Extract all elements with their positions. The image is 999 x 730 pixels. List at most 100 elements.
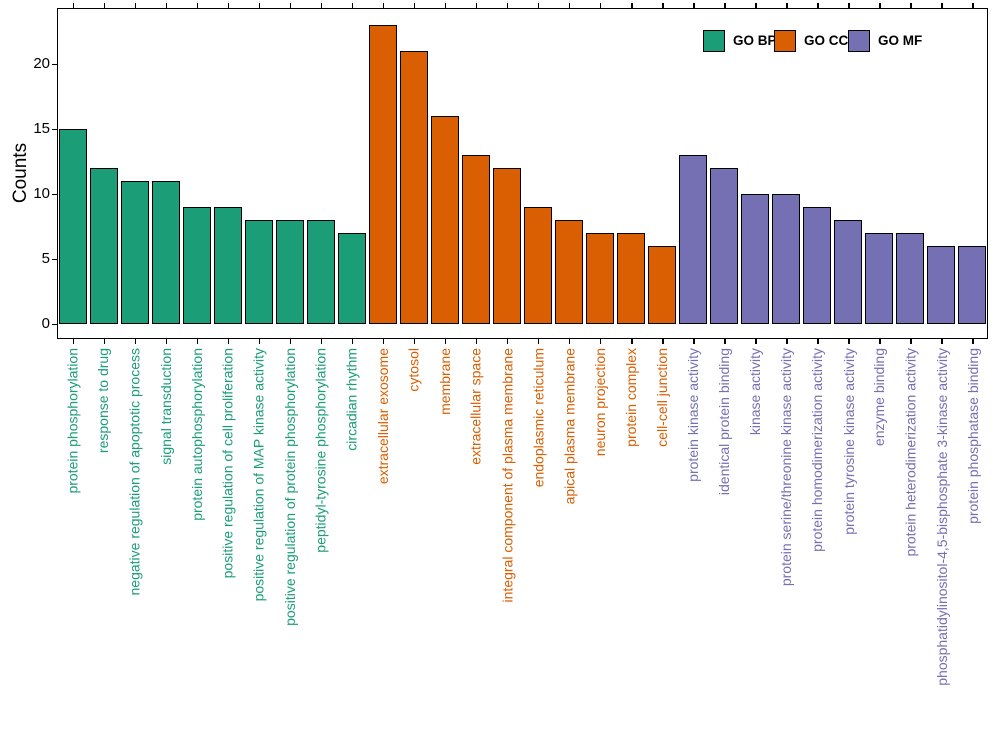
y-axis-tick-label: 20 <box>33 54 50 72</box>
x-axis-label-text: positive regulation of MAP kinase activi… <box>250 348 267 602</box>
x-axis-tick-bottom <box>103 339 105 344</box>
bar <box>524 206 553 324</box>
x-axis-tick-top <box>817 3 819 8</box>
x-axis-tick-top <box>662 3 664 8</box>
x-axis-tick-top <box>506 3 509 8</box>
x-axis-tick-bottom <box>569 339 571 344</box>
bar <box>617 232 646 324</box>
x-axis-tick-bottom <box>72 339 74 344</box>
x-axis-label-text: protein serine/threonine kinase activity <box>778 348 795 587</box>
x-axis-tick-top <box>569 3 571 8</box>
x-axis-label-text: positive regulation of protein phosphory… <box>281 348 298 626</box>
x-axis-tick-top <box>724 3 726 8</box>
bar <box>834 219 863 324</box>
x-axis-tick-top <box>351 3 354 8</box>
x-axis-label-text: enzyme binding <box>871 348 888 447</box>
x-axis-tick-bottom <box>941 339 943 344</box>
bar <box>803 206 832 324</box>
x-axis-label-text: extracellular space <box>467 348 484 465</box>
bar <box>120 180 149 324</box>
bar <box>586 232 615 324</box>
x-axis-label-text: protein homodimerization activity <box>809 348 826 552</box>
bar <box>182 206 211 324</box>
bar <box>368 24 397 324</box>
x-axis-label-text: protein complex <box>623 348 640 447</box>
x-axis-tick-bottom <box>724 339 726 344</box>
x-axis-tick-bottom <box>258 339 261 344</box>
y-axis-tick <box>52 258 57 260</box>
x-axis-label-text: protein tyrosine kinase activity <box>840 348 857 535</box>
x-axis-label-text: signal transduction <box>157 348 174 465</box>
x-axis-label-text: circadian rhythm <box>343 348 360 451</box>
x-axis-tick-top <box>413 3 416 8</box>
x-axis-tick-bottom <box>227 339 230 344</box>
legend-label-go-cc: GO CC <box>804 33 849 48</box>
bar <box>461 154 490 324</box>
x-axis-tick-bottom <box>165 339 167 344</box>
x-axis-label-text: protein phosphorylation <box>64 348 81 494</box>
y-axis-tick <box>52 128 57 130</box>
x-axis-label-text: extracellular exosome <box>374 348 391 485</box>
x-axis-tick-bottom <box>444 339 447 344</box>
bar <box>430 115 459 324</box>
x-axis-tick-top <box>941 3 943 8</box>
x-axis-tick-top <box>879 3 881 8</box>
x-axis-label-text: apical plasma membrane <box>561 348 578 505</box>
x-axis-label-text: protein heterodimerization activity <box>902 348 919 557</box>
x-axis-tick-top <box>848 3 850 8</box>
x-axis-tick-top <box>196 3 199 8</box>
x-axis-tick-top <box>227 3 230 8</box>
x-axis-tick-bottom <box>879 339 881 344</box>
bar <box>89 167 118 324</box>
x-axis-tick-top <box>289 3 292 8</box>
x-axis-tick-bottom <box>289 339 292 344</box>
x-axis-label-text: protein phosphatase binding <box>964 348 981 524</box>
x-axis-tick-bottom <box>320 339 323 344</box>
y-axis-tick-label: 5 <box>41 249 50 267</box>
x-axis-label-text: response to drug <box>95 348 112 454</box>
y-axis-tick <box>52 63 57 65</box>
bar <box>213 206 242 324</box>
plot-panel <box>57 8 988 339</box>
bar <box>151 180 180 324</box>
x-axis-label-text: neuron projection <box>592 348 609 457</box>
x-axis-tick-bottom <box>600 339 602 344</box>
x-axis-tick-top <box>600 3 602 8</box>
x-axis-tick-bottom <box>693 339 695 344</box>
y-axis-tick-label: 0 <box>41 314 50 332</box>
x-axis-tick-bottom <box>662 339 664 344</box>
bar <box>896 232 925 324</box>
bar <box>337 232 366 324</box>
x-axis-tick-top <box>538 3 540 8</box>
legend-label-go-mf: GO MF <box>878 33 923 48</box>
x-axis-tick-top <box>910 3 912 8</box>
x-axis-label-text: cytosol <box>405 348 422 392</box>
x-axis-tick-bottom <box>786 339 788 344</box>
bar <box>648 245 677 324</box>
x-axis-label-text: protein kinase activity <box>685 348 702 482</box>
x-axis-tick-bottom <box>413 339 416 344</box>
x-axis-label-text: identical protein binding <box>716 348 733 496</box>
x-axis-label-text: phosphatidylinositol-4,5-bisphosphate 3-… <box>933 348 950 686</box>
bar <box>865 232 894 324</box>
y-axis-tick <box>52 323 57 325</box>
x-axis-tick-bottom <box>817 339 819 344</box>
x-axis-label-text: peptidyl-tyrosine phosphorylation <box>312 348 329 553</box>
bar <box>927 245 956 324</box>
bar <box>399 50 428 324</box>
y-axis-tick <box>52 193 57 195</box>
x-axis-label-text: membrane <box>436 348 453 415</box>
bar <box>244 219 273 324</box>
bar <box>772 193 801 324</box>
x-axis-label-text: kinase activity <box>747 348 764 436</box>
legend-swatch-go-bp <box>703 30 725 52</box>
bar <box>679 154 708 324</box>
x-axis-tick-top <box>134 3 136 8</box>
y-axis-tick-label: 15 <box>33 119 50 137</box>
x-axis-tick-top <box>258 3 261 8</box>
legend-swatch-go-mf <box>848 30 870 52</box>
x-axis-tick-top <box>72 3 74 8</box>
x-axis-tick-top <box>786 3 788 8</box>
x-axis-tick-top <box>475 3 478 8</box>
